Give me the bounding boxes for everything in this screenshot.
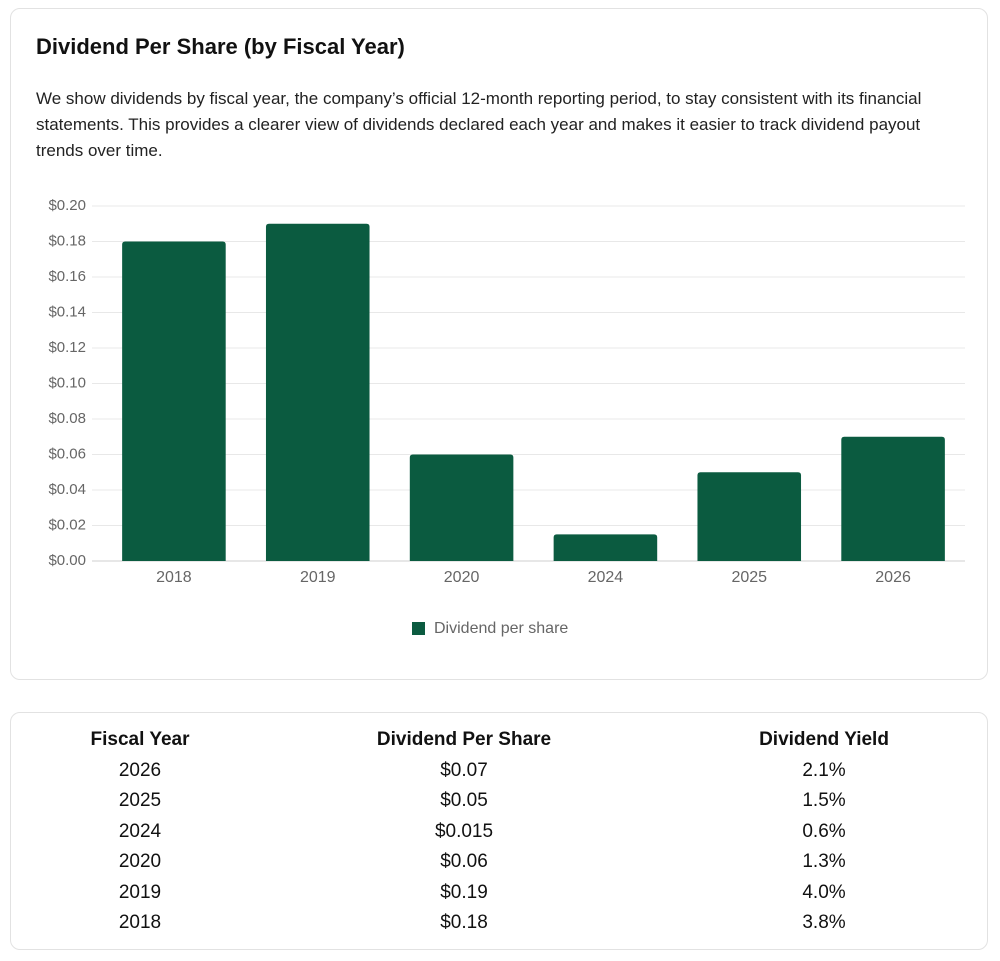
table-cell: 1.5% (802, 790, 846, 812)
y-tick-label: $0.04 (48, 481, 86, 498)
bar (265, 223, 370, 561)
x-tick-label: 2026 (875, 569, 911, 586)
table-cell: $0.07 (440, 759, 488, 781)
bar (697, 472, 802, 561)
chart-title: Dividend Per Share (by Fiscal Year) (36, 34, 405, 59)
x-tick-label: 2018 (156, 569, 192, 586)
table-row: 2025 $0.05 1.5% (10, 786, 990, 817)
y-tick-label: $0.20 (48, 197, 86, 214)
y-tick-label: $0.02 (48, 516, 86, 533)
table-cell: $0.05 (440, 790, 488, 812)
legend-swatch (412, 622, 425, 635)
column-header: Fiscal Year (90, 729, 190, 751)
y-tick-label: $0.10 (48, 374, 86, 391)
y-tick-label: $0.06 (48, 445, 86, 462)
y-tick-label: $0.16 (48, 268, 86, 285)
table-row: 2019 $0.19 4.0% (10, 878, 990, 909)
x-tick-label: 2025 (731, 569, 767, 586)
column-header: Dividend Yield (759, 729, 889, 751)
dividend-table: Fiscal Year Dividend Per Share Dividend Yi… (10, 725, 990, 939)
table-cell: 1.3% (802, 851, 846, 873)
x-tick-label: 2024 (588, 569, 624, 586)
bar (122, 241, 226, 561)
table-cell: $0.18 (440, 912, 488, 934)
table-cell: 4.0% (802, 881, 846, 903)
table-row: 2020 $0.06 1.3% (10, 847, 990, 878)
legend-label: Dividend per share (434, 620, 568, 637)
y-tick-label: $0.08 (48, 410, 86, 427)
table-row: 2026 $0.07 2.1% (10, 756, 990, 787)
bar (553, 534, 658, 561)
table-cell: 2.1% (802, 759, 846, 781)
y-tick-label: $0.18 (48, 232, 86, 249)
chart: $0.00 $0.02 $0.04 $0.06 $0.08 $0.10 $0.12 $0.14… (48, 197, 965, 637)
table-cell: 2019 (118, 881, 162, 903)
table-cell: $0.06 (440, 851, 488, 873)
table-cell: $0.19 (440, 881, 488, 903)
chart-description: We show dividends by fiscal year, the co… (36, 89, 922, 160)
x-tick-label: 2019 (300, 569, 336, 586)
table-cell: 3.8% (802, 912, 846, 934)
bar (409, 454, 514, 561)
x-tick-label: 2020 (444, 569, 480, 586)
y-tick-label: $0.00 (48, 552, 86, 569)
y-tick-label: $0.12 (48, 339, 86, 356)
column-header: Dividend Per Share (376, 729, 552, 751)
table-cell: 2025 (118, 790, 162, 812)
table-body: 2026 $0.07 2.1% 2025 $0.05 1.5% 2024 $0.015 0.6%… (10, 756, 990, 939)
table-row: 2018 $0.18 3.8% (10, 908, 990, 939)
table-cell: 2020 (118, 851, 162, 873)
table-cell: 0.6% (802, 820, 846, 842)
table-cell: 2026 (118, 759, 162, 781)
bar (841, 436, 945, 561)
table-row: 2024 $0.015 0.6% (10, 817, 990, 848)
y-tick-label: $0.14 (48, 303, 86, 320)
chart-card (10, 8, 988, 680)
table-cell: 2018 (118, 912, 162, 934)
table-header: Fiscal Year Dividend Per Share Dividend Yi… (10, 725, 990, 756)
table-cell: 2024 (118, 820, 162, 842)
table-cell: $0.015 (434, 820, 494, 842)
table-card (10, 712, 988, 950)
